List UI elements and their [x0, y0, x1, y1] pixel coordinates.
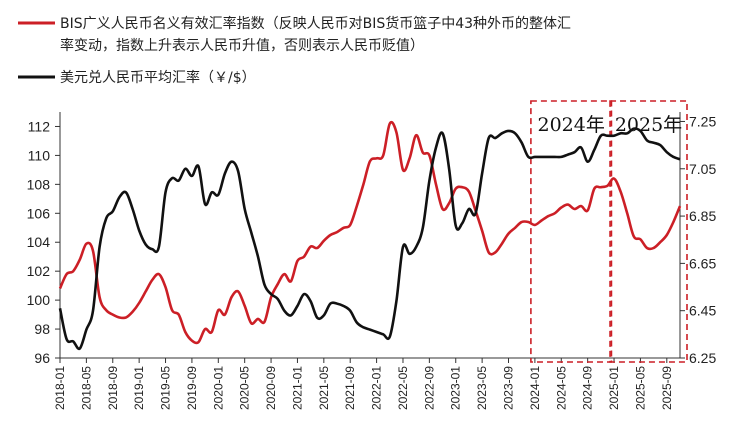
- x-tick-label: 2020-09: [264, 366, 278, 410]
- x-tick-label: 2024-01: [528, 366, 542, 410]
- x-tick-label: 2023-09: [502, 366, 516, 410]
- y-right-tick-label: 7.05: [689, 161, 716, 177]
- x-tick-label: 2022-09: [422, 366, 436, 410]
- y-left-ticks: 96 98 100 102 104 106 108 110 112: [27, 118, 60, 366]
- x-tick-label: 2023-05: [475, 366, 489, 410]
- y-left-tick-label: 102: [27, 263, 51, 279]
- series-line-bis-index: [58, 120, 682, 345]
- year-label: 2024年: [537, 114, 604, 136]
- y-left-tick-label: 98: [34, 321, 50, 337]
- legend: BIS广义人民币名义有效汇率指数（反映人民币对BIS货币篮子中43种外币的整体汇…: [18, 15, 571, 86]
- legend-label-1b: 率变动，指数上升表示人民币升值，否则表示人民币贬值）: [60, 37, 424, 54]
- legend-label-1a: BIS广义人民币名义有效汇率指数（反映人民币对BIS货币篮子中43种外币的整体汇: [60, 15, 571, 32]
- x-tick-label: 2020-05: [238, 366, 252, 410]
- y-left-tick-label: 104: [27, 234, 51, 250]
- x-tick-label: 2019-09: [185, 366, 199, 410]
- x-tick-label: 2018-01: [53, 366, 67, 410]
- x-tick-label: 2018-05: [79, 366, 93, 410]
- y-right-tick-label: 6.65: [689, 255, 716, 271]
- x-tick-label: 2022-05: [396, 366, 410, 410]
- y-left-tick-label: 106: [27, 205, 51, 221]
- year-box: [609, 100, 688, 363]
- x-tick-label: 2021-09: [343, 366, 357, 410]
- y-right-ticks: 6.25 6.45 6.65 6.85 7.05 7.25: [680, 113, 716, 366]
- x-tick-label: 2020-01: [211, 366, 225, 410]
- series-line-usdcny: [58, 127, 681, 351]
- x-tick-label: 2019-05: [159, 366, 173, 410]
- x-tick-label: 2022-01: [370, 366, 384, 410]
- x-tick-label: 2021-05: [317, 366, 331, 410]
- x-tick-label: 2018-09: [106, 366, 120, 410]
- x-tick-label: 2024-09: [581, 366, 595, 410]
- y-left-tick-label: 108: [27, 176, 51, 192]
- year-annotations: 2024年 2025年: [530, 100, 688, 363]
- y-left-tick-label: 110: [28, 147, 51, 163]
- y-right-tick-label: 6.85: [689, 208, 716, 224]
- legend-label-2: 美元兑人民币平均汇率（￥/$）: [60, 69, 256, 86]
- year-box: [530, 100, 613, 363]
- axes: [59, 112, 681, 359]
- y-right-tick-label: 6.25: [689, 350, 716, 366]
- x-tick-label: 2021-01: [290, 366, 304, 410]
- series-layer: [58, 120, 682, 351]
- x-tick-label: 2025-01: [607, 366, 621, 410]
- x-tick-label: 2023-01: [449, 366, 463, 410]
- y-left-tick-label: 112: [28, 118, 51, 134]
- x-tick-label: 2024-05: [554, 366, 568, 410]
- y-right-tick-label: 6.45: [689, 303, 716, 319]
- x-tick-label: 2025-09: [660, 366, 674, 410]
- y-left-tick-label: 96: [34, 350, 50, 366]
- x-tick-label: 2025-05: [633, 366, 647, 410]
- x-ticks: 2018-01 2018-05 2018-09 2019-01 2019-05 2019-…: [53, 358, 674, 410]
- y-left-tick-label: 100: [27, 292, 51, 308]
- x-tick-label: 2019-01: [132, 366, 146, 410]
- y-right-tick-label: 7.25: [689, 113, 716, 129]
